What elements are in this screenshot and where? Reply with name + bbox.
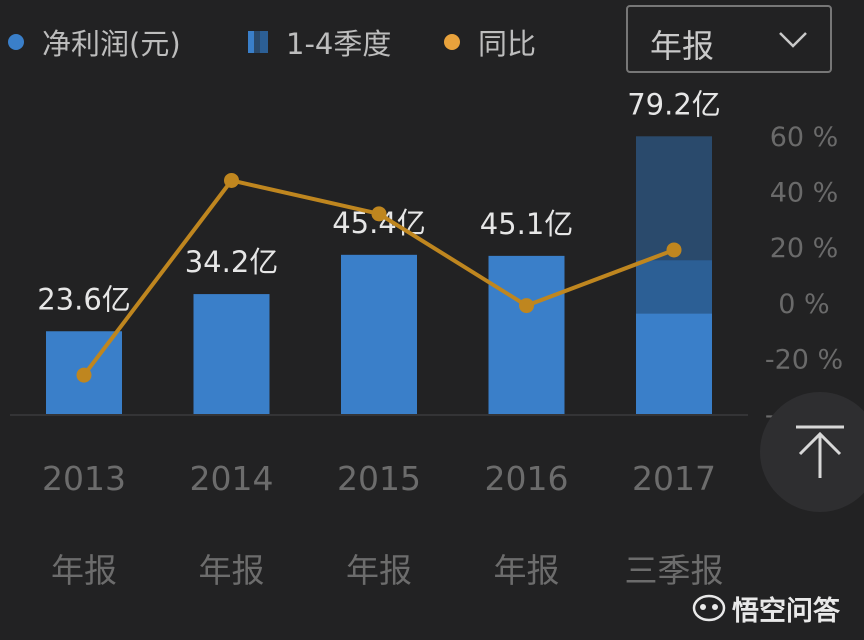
x-axis-sublabel: 年报 <box>494 551 560 590</box>
legend-item-yoy[interactable]: 同比 <box>444 22 536 62</box>
bar-value-label: 45.1亿 <box>480 207 574 241</box>
bar <box>636 313 712 414</box>
x-axis-tick-label: 2016 <box>485 459 569 498</box>
x-axis-sublabel: 三季报 <box>625 551 724 590</box>
bar <box>488 255 565 414</box>
yoy-point <box>76 367 92 383</box>
yoy-point <box>519 298 534 314</box>
right-axis-tick-label: -20 % <box>765 344 843 375</box>
x-axis-sublabel: 年报 <box>199 551 265 590</box>
bar-value-label: 79.2亿 <box>627 87 721 121</box>
x-axis-tick-label: 2017 <box>632 459 716 498</box>
watermark-text: 悟空问答 <box>732 595 840 627</box>
period-select[interactable]: 年报 <box>626 5 832 73</box>
legend-item-quarters[interactable]: 1-4季度 <box>248 22 391 62</box>
right-axis-tick-label: 60 % <box>770 122 839 153</box>
bar <box>636 260 712 314</box>
x-axis-sublabel: 年报 <box>51 551 117 590</box>
yoy-point <box>666 242 682 258</box>
wukong-logo <box>692 594 726 622</box>
bar-value-label: 34.2亿 <box>185 245 279 279</box>
quarters-square-icon <box>248 31 268 53</box>
bar <box>341 254 417 414</box>
bar <box>636 136 712 261</box>
arrow-up-icon <box>796 425 844 478</box>
x-axis-tick-label: 2013 <box>42 459 126 498</box>
chevron-down-icon <box>779 32 807 48</box>
net-profit-dot-icon <box>8 34 24 50</box>
watermark: 悟空问答 <box>692 588 840 628</box>
legend-label-quarters: 1-4季度 <box>286 27 392 61</box>
right-axis-tick-label: 20 % <box>770 233 839 264</box>
legend-item-net-profit[interactable]: 净利润(元) <box>8 22 181 62</box>
yoy-point <box>224 172 239 188</box>
right-axis-tick-label: 40 % <box>770 178 839 209</box>
period-select-value: 年报 <box>650 27 715 65</box>
right-axis-tick-label: 0 % <box>778 289 829 320</box>
legend-label-net-profit: 净利润(元) <box>42 27 181 61</box>
x-axis-tick-label: 2014 <box>190 459 274 498</box>
bar <box>193 294 270 414</box>
legend-label-yoy: 同比 <box>478 27 537 61</box>
yoy-dot-icon <box>444 34 460 50</box>
scroll-to-top-button[interactable] <box>760 392 864 512</box>
bar-value-label: 23.6亿 <box>37 282 131 316</box>
yoy-point <box>371 206 387 222</box>
x-axis-tick-label: 2015 <box>337 459 421 498</box>
x-axis-sublabel: 年报 <box>346 551 412 590</box>
